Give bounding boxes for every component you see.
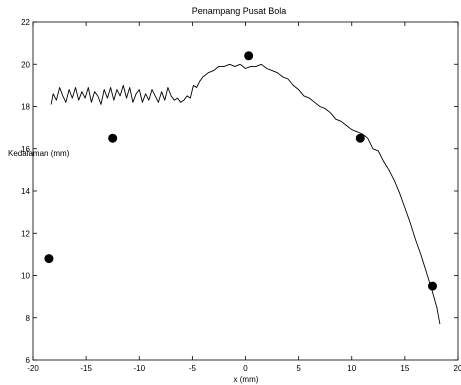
y-tick-label: 14 (21, 187, 30, 196)
x-tick-label: 0 (243, 364, 248, 373)
x-axis-label: x (mm) (234, 375, 259, 384)
x-tick-label: 10 (347, 364, 356, 373)
y-tick-label: 16 (21, 145, 30, 154)
data-series (44, 51, 441, 325)
x-tick-label: 20 (454, 364, 461, 373)
y-tick-label: 6 (26, 356, 31, 365)
x-tick-label: -20 (27, 364, 39, 373)
x-tick-label: -15 (80, 364, 92, 373)
data-point (44, 254, 54, 264)
data-point (244, 51, 254, 61)
x-tick-label: 15 (400, 364, 409, 373)
y-tick-label: 20 (21, 60, 30, 69)
y-tick-label: 18 (21, 103, 30, 112)
x-tick-label: 5 (296, 364, 301, 373)
plot-frame (32, 21, 459, 361)
x-tick-label: -5 (189, 364, 197, 373)
y-tick-label: 8 (26, 314, 31, 323)
y-axis-label: Kedalaman (mm) (8, 149, 70, 158)
data-point (355, 133, 365, 143)
chart-title: Penampang Pusat Bola (192, 6, 287, 16)
profile-line (50, 63, 441, 325)
y-tick-label: 12 (21, 229, 30, 238)
axes: -20 -15 -10 -5 0 5 10 15 20 6 8 10 12 14 16 18 20 22 (21, 18, 461, 373)
x-tick-label: -10 (133, 364, 145, 373)
data-point (108, 133, 118, 143)
data-point (428, 281, 437, 291)
y-tick-label: 22 (21, 18, 30, 27)
y-tick-label: 10 (21, 272, 30, 281)
